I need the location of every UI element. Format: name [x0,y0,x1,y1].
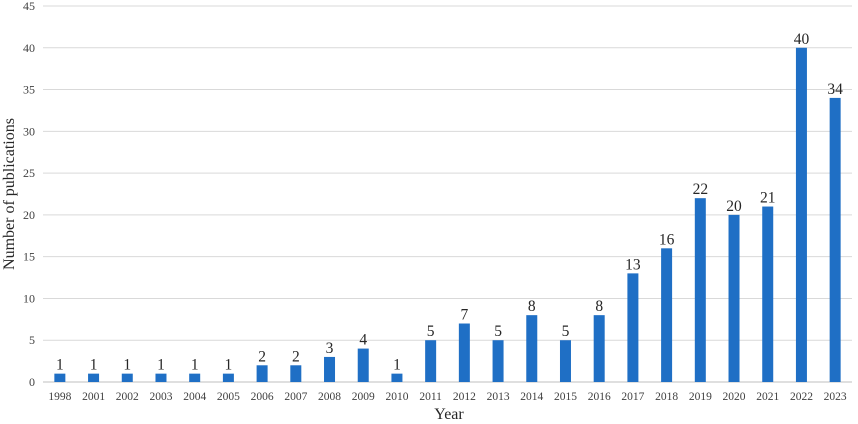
data-label-2003: 1 [157,357,165,374]
x-axis-ticks: 1998 2001 2002 2003 2004 2005 2006 2007 2008 2009… [48,391,847,403]
x-axis-title: Year [434,406,464,423]
y-tick-label-20: 20 [23,208,35,222]
y-tick-label-35: 35 [23,83,35,97]
bar-2009 [357,348,369,382]
x-tick-label-2008: 2008 [318,391,341,403]
bar-2021 [762,206,774,382]
bar-2015 [559,340,571,382]
x-tick-label-2017: 2017 [621,391,644,403]
bar-2006 [256,365,268,382]
x-tick-label-2012: 2012 [453,391,476,403]
bar-2022 [795,47,807,383]
x-tick-label-2020: 2020 [723,391,746,403]
data-label-2005: 1 [225,357,233,374]
x-tick-label-2007: 2007 [284,391,307,403]
x-tick-label-2014: 2014 [520,391,543,403]
data-label-1998: 1 [56,357,64,374]
data-label-2022: 40 [794,31,810,48]
bar-2018 [661,248,673,382]
y-tick-label-5: 5 [29,333,35,347]
data-label-2018: 16 [659,231,675,248]
data-label-2021: 21 [760,190,776,207]
bar-2005 [222,373,234,382]
bar-2007 [290,365,302,382]
data-label-2012: 7 [460,307,468,324]
x-tick-label-2023: 2023 [824,391,847,403]
x-tick-label-2009: 2009 [352,391,375,403]
data-label-2017: 13 [625,256,641,273]
x-tick-label-2015: 2015 [554,391,577,403]
x-tick-label-2002: 2002 [116,391,139,403]
data-label-2007: 2 [292,348,300,365]
data-label-2004: 1 [191,357,199,374]
bar-2010 [391,373,403,382]
x-tick-label-2021: 2021 [756,391,779,403]
bar-2003 [155,373,167,382]
data-label-2011: 5 [427,323,435,340]
x-tick-label-1998: 1998 [48,391,71,403]
y-tick-label-0: 0 [29,375,35,389]
y-tick-label-30: 30 [23,124,35,138]
x-tick-label-2001: 2001 [82,391,105,403]
x-tick-label-2013: 2013 [487,391,510,403]
y-axis-title: Number of publications [1,118,18,270]
bar-2014 [526,315,538,382]
bar-2017 [627,273,639,382]
bar-2016 [593,315,605,382]
gridlines [43,5,852,383]
data-label-2019: 22 [693,181,709,198]
x-tick-label-2016: 2016 [588,391,611,403]
bars [54,47,841,383]
data-label-2014: 8 [528,298,536,315]
bar-2020 [728,214,740,382]
x-tick-label-2019: 2019 [689,391,712,403]
bar-2008 [324,356,336,382]
data-label-2010: 1 [393,357,401,374]
data-label-2020: 20 [726,198,742,215]
data-label-2009: 4 [359,332,367,349]
data-label-2013: 5 [494,323,502,340]
x-tick-label-2022: 2022 [790,391,813,403]
bar-2002 [121,373,133,382]
bar-1998 [54,373,66,382]
data-label-2023: 34 [827,81,843,98]
x-tick-label-2004: 2004 [183,391,206,403]
data-label-2002: 1 [123,357,131,374]
x-tick-label-2005: 2005 [217,391,240,403]
data-label-2008: 3 [326,340,334,357]
data-label-2006: 2 [258,348,266,365]
y-tick-label-10: 10 [23,291,35,305]
x-tick-label-2003: 2003 [149,391,172,403]
bar-2012 [458,323,470,382]
bar-2011 [425,340,437,382]
y-tick-label-40: 40 [23,41,35,55]
y-tick-label-15: 15 [23,250,35,264]
data-label-2001: 1 [90,357,98,374]
y-tick-label-45: 45 [23,0,35,13]
x-tick-label-2006: 2006 [251,391,274,403]
x-tick-label-2018: 2018 [655,391,678,403]
bar-2013 [492,340,504,382]
bar-2019 [694,198,706,382]
data-label-2015: 5 [562,323,570,340]
bar-2001 [88,373,100,382]
data-label-2016: 8 [595,298,603,315]
bar-2023 [829,97,841,383]
bar-2004 [189,373,201,382]
x-tick-label-2011: 2011 [419,391,442,403]
x-tick-label-2010: 2010 [385,391,408,403]
y-tick-label-25: 25 [23,166,35,180]
y-axis-ticks: 0 5 10 15 20 25 30 35 40 45 [23,0,35,389]
